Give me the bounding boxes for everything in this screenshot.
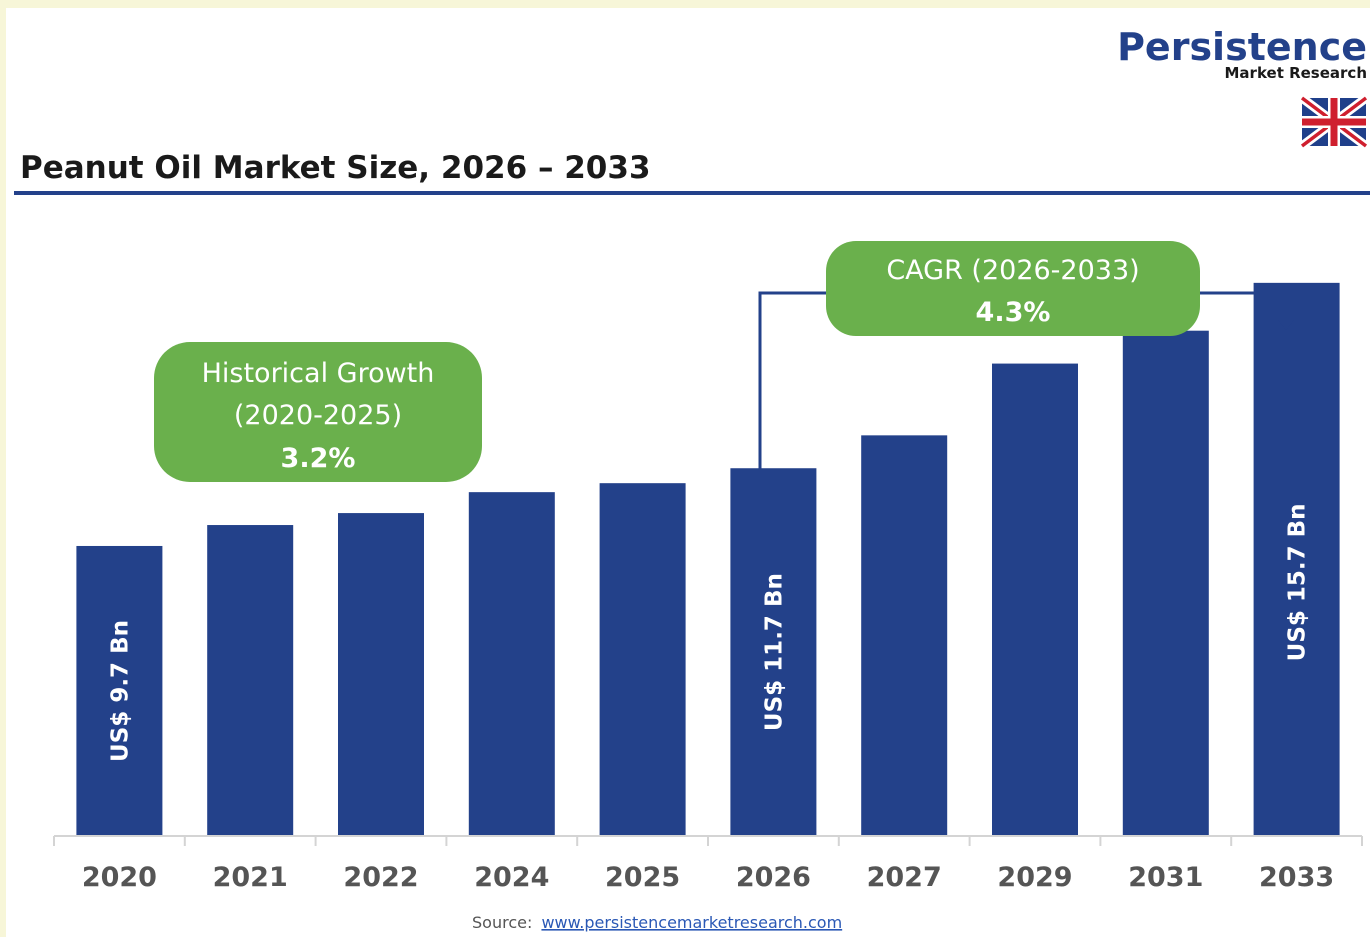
bar-chart: Persistence Market Research Peanut Oil M… [14, 25, 1370, 932]
bar-value-label-2026: US$ 11.7 Bn [761, 573, 787, 731]
historical-growth-callout: Historical Growth (2020-2025) 3.2% [154, 342, 482, 482]
bar-2020 [76, 545, 163, 836]
bar-2025 [599, 483, 686, 836]
x-tick-label-2029: 2029 [997, 862, 1072, 893]
x-axis: 2020 2021 2022 2024 2025 2026 2027 2029 2031 2033 [53, 835, 1363, 893]
chart-page: Persistence Market Research Peanut Oil M… [6, 8, 1370, 937]
brand-logo: Persistence Market Research [1117, 25, 1367, 82]
x-tick-label-2026: 2026 [736, 862, 811, 893]
historical-growth-value: 3.2% [281, 443, 356, 474]
x-tick-label-2033: 2033 [1259, 862, 1334, 893]
x-tick-label-2020: 2020 [82, 862, 157, 893]
source-line: Source: www.persistencemarketresearch.co… [472, 913, 842, 932]
bar-2031 [1122, 330, 1209, 836]
bar-value-label-2020: US$ 9.7 Bn [107, 620, 133, 762]
arrow-down-icon [1278, 320, 1294, 330]
bar-2022 [338, 513, 424, 836]
bar-2029 [992, 363, 1078, 836]
bars-layer [76, 282, 1340, 837]
historical-growth-period: (2020-2025) [234, 400, 402, 431]
bar-value-label-2033: US$ 15.7 Bn [1285, 503, 1311, 661]
source-link[interactable]: www.persistencemarketresearch.com [541, 913, 842, 932]
bar-2024 [468, 492, 555, 836]
x-tick-label-2025: 2025 [605, 862, 680, 893]
bar-2026 [730, 468, 817, 836]
x-tick-label-2027: 2027 [867, 862, 942, 893]
x-tick-label-2031: 2031 [1128, 862, 1203, 893]
bar-2021 [207, 525, 294, 836]
svg-text:Source: www.persistencem: Source: www.persistencemarketresearch.co… [472, 913, 842, 932]
x-tick-label-2021: 2021 [213, 862, 288, 893]
uk-flag-icon [1299, 94, 1369, 150]
cagr-label: CAGR (2026-2033) [886, 255, 1139, 286]
brand-name: Persistence [1117, 25, 1367, 69]
cagr-value: 4.3% [976, 297, 1051, 328]
x-tick-label-2024: 2024 [474, 862, 549, 893]
historical-growth-label: Historical Growth [202, 358, 435, 389]
cagr-callout: CAGR (2026-2033) 4.3% [826, 241, 1200, 336]
source-label: Source: [472, 913, 532, 932]
bar-value-labels: US$ 9.7 Bn US$ 11.7 Bn US$ 15.7 Bn [107, 503, 1310, 762]
x-tick-label-2022: 2022 [343, 862, 418, 893]
title-rule [14, 191, 1370, 195]
brand-subtitle: Market Research [1225, 64, 1368, 82]
bar-2027 [861, 435, 948, 836]
bar-2033 [1253, 282, 1340, 837]
chart-title: Peanut Oil Market Size, 2026 – 2033 [20, 150, 651, 186]
